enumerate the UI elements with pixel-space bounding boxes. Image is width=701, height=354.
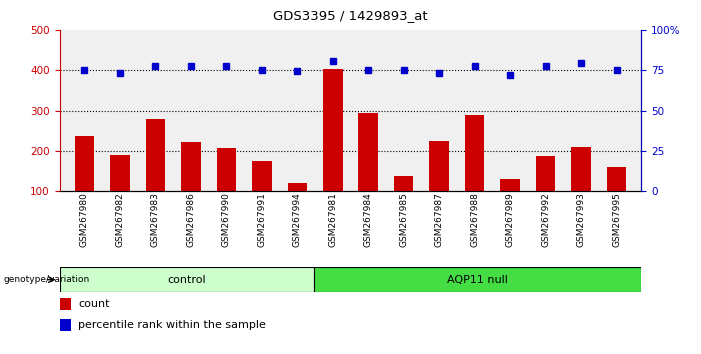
Bar	[60, 298, 72, 310]
Bar	[181, 142, 200, 191]
Text: count: count	[79, 299, 110, 309]
Text: control: control	[168, 275, 206, 285]
Bar	[607, 167, 626, 191]
Bar	[465, 115, 484, 191]
Bar	[252, 161, 271, 191]
Bar	[217, 148, 236, 191]
Bar	[536, 156, 555, 191]
Bar	[501, 179, 520, 191]
Text: AQP11 null: AQP11 null	[447, 275, 508, 285]
Bar	[314, 267, 641, 292]
Text: genotype/variation: genotype/variation	[4, 275, 90, 284]
Bar	[358, 113, 378, 191]
Bar	[571, 147, 591, 191]
Text: GDS3395 / 1429893_at: GDS3395 / 1429893_at	[273, 9, 428, 22]
Bar	[287, 183, 307, 191]
Bar	[146, 120, 165, 191]
Bar	[60, 319, 72, 331]
Text: percentile rank within the sample: percentile rank within the sample	[79, 320, 266, 330]
Bar	[323, 69, 343, 191]
Bar	[75, 136, 94, 191]
Bar	[110, 155, 130, 191]
Bar	[430, 141, 449, 191]
Bar	[60, 267, 314, 292]
Bar	[394, 176, 414, 191]
